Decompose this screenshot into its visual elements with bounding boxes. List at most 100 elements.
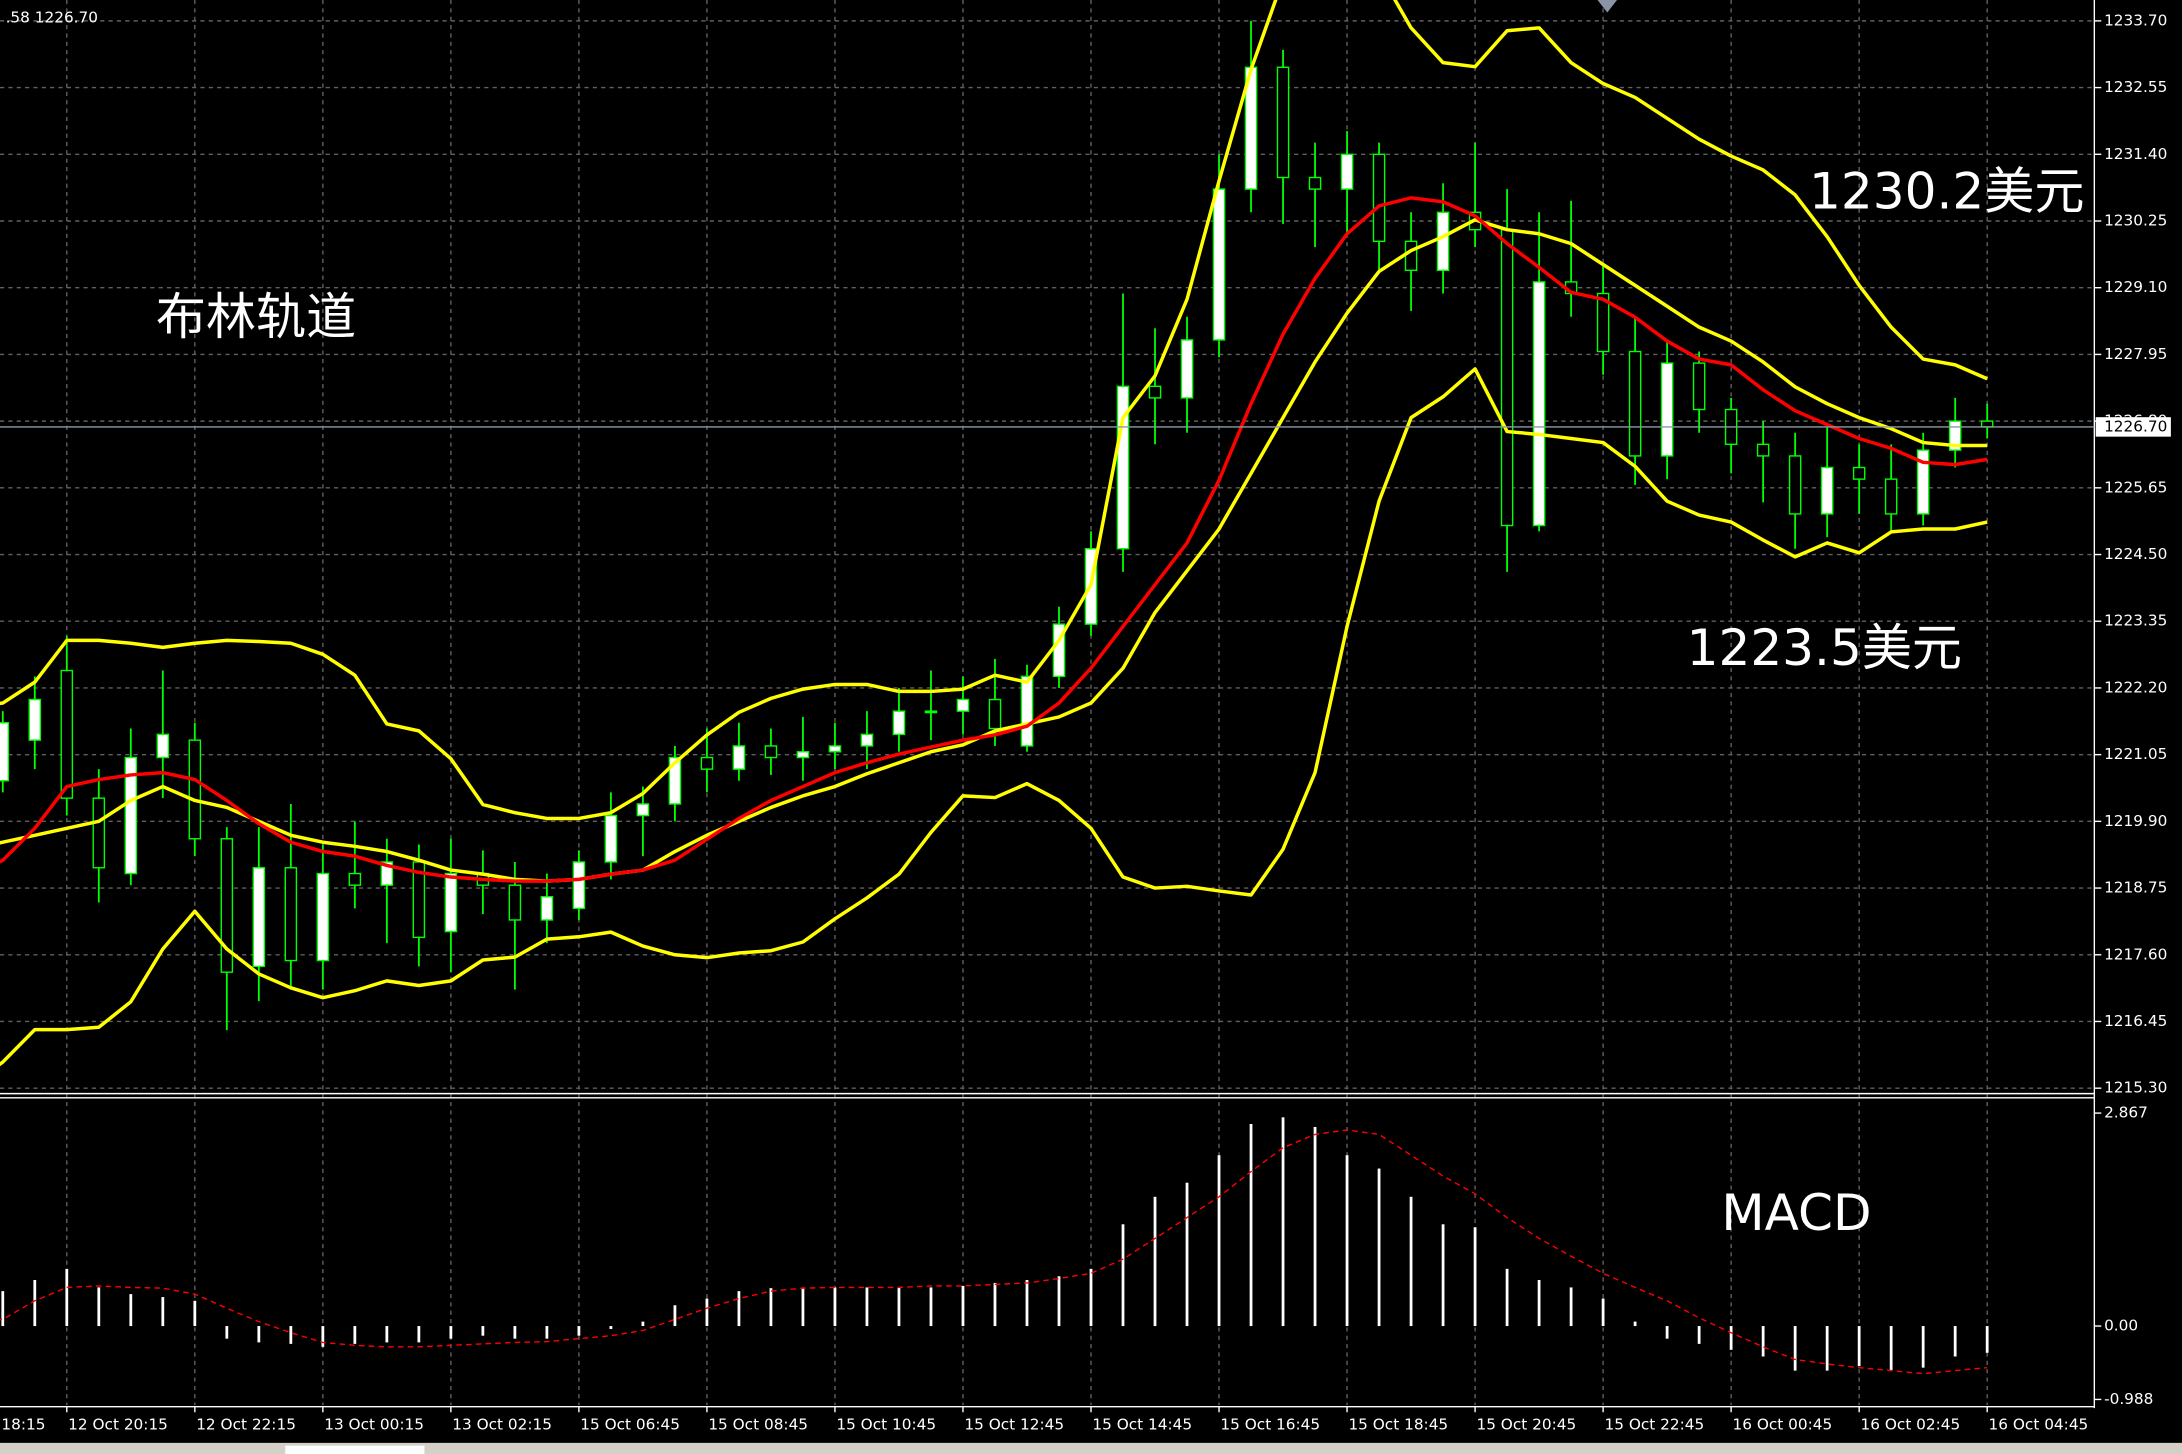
candle-body — [1756, 443, 1770, 457]
macd-bar — [1473, 1227, 1477, 1327]
candle-body — [0, 722, 10, 782]
macd-bar — [545, 1326, 549, 1339]
macd-bar — [1025, 1279, 1029, 1327]
x-tick-label: 13 Oct 00:15 — [324, 1415, 424, 1433]
band-line — [0, 0, 1988, 821]
macd-bar — [1089, 1268, 1093, 1327]
macd-bar — [641, 1321, 645, 1327]
x-tick-label: 15 Oct 20:45 — [1476, 1415, 1576, 1433]
macd-bar — [833, 1287, 837, 1327]
candle-body — [1180, 339, 1194, 399]
macd-title: MACD — [1721, 1184, 1871, 1242]
candle-body — [124, 756, 138, 875]
macd-bar — [993, 1282, 997, 1327]
price-pane — [0, 0, 1994, 1067]
macd-bar — [481, 1326, 485, 1336]
info-text: .58 1226.70 — [6, 9, 98, 27]
macd-bar — [225, 1326, 229, 1339]
macd-bar — [1185, 1182, 1189, 1327]
candle-body — [764, 745, 778, 759]
annotation: 1230.2美元 — [1809, 163, 2084, 221]
macd-bar — [193, 1300, 197, 1327]
macd-bar — [353, 1326, 357, 1344]
candle-body — [380, 861, 394, 886]
y-tick-label: 1225.65 — [2104, 478, 2167, 496]
candle-body — [1660, 362, 1674, 457]
macd-bar — [161, 1297, 165, 1327]
macd-bar — [1057, 1276, 1061, 1327]
macd-bar — [609, 1326, 613, 1330]
candle-body — [700, 756, 714, 770]
candle-body — [1340, 153, 1354, 190]
candle-body — [892, 710, 906, 736]
macd-bar — [321, 1326, 325, 1347]
macd-bar — [33, 1279, 37, 1327]
macd-bar — [1153, 1196, 1157, 1327]
candle-body — [636, 803, 650, 817]
macd-pane — [0, 1117, 1989, 1375]
candle-body — [540, 896, 554, 921]
x-tick-label: 12 Oct 20:15 — [68, 1415, 168, 1433]
candle-body — [156, 733, 170, 759]
band-line — [0, 196, 1988, 883]
macd-bar — [1, 1291, 5, 1327]
candle-body — [572, 861, 586, 910]
candle-body — [508, 884, 522, 921]
candle-body — [444, 872, 458, 933]
macd-bar — [1537, 1279, 1541, 1327]
candle-body — [924, 710, 938, 714]
candle-body — [1692, 362, 1706, 411]
band-line — [0, 218, 1988, 883]
candle-body — [1916, 449, 1930, 515]
candle-body — [1980, 420, 1994, 428]
candle-body — [1308, 176, 1322, 190]
candle-body — [604, 814, 618, 863]
macd-bar — [897, 1287, 901, 1327]
macd-bar — [673, 1305, 677, 1327]
candle-body — [1020, 675, 1034, 747]
x-tick-label: 15 Oct 22:45 — [1604, 1415, 1704, 1433]
scroll-tab — [285, 1445, 425, 1454]
candle-body — [828, 745, 842, 753]
x-tick-label: 18:15 — [1, 1415, 45, 1433]
y-tick-label: 1231.40 — [2104, 145, 2167, 163]
candle-body — [1372, 153, 1386, 242]
x-tick-label: 13 Oct 02:15 — [452, 1415, 552, 1433]
x-tick-label: 16 Oct 02:45 — [1861, 1415, 1961, 1433]
candle-body — [1948, 420, 1962, 451]
annotation: 1223.5美元 — [1687, 619, 1962, 677]
macd-bar — [737, 1291, 741, 1327]
price-label-bg — [2095, 417, 2171, 437]
macd-bar — [289, 1326, 293, 1344]
macd-bar — [449, 1326, 453, 1339]
macd-bar — [1729, 1326, 1733, 1350]
candle-body — [1628, 350, 1642, 457]
x-tick-label: 15 Oct 12:45 — [964, 1415, 1064, 1433]
candle-body — [1148, 385, 1162, 399]
y-tick-label: 1215.30 — [2104, 1079, 2167, 1097]
macd-bar — [1825, 1326, 1829, 1371]
candle-body — [220, 838, 234, 973]
shift-marker — [1597, 0, 1618, 13]
candle-body — [1276, 66, 1290, 179]
y-tick-label: -0.988 — [2104, 1390, 2153, 1408]
annotation: 布林轨道 — [156, 288, 356, 346]
macd-bar — [769, 1288, 773, 1327]
macd-bar — [1313, 1126, 1317, 1327]
y-tick-label: 1221.05 — [2104, 745, 2167, 763]
macd-bar — [257, 1326, 261, 1343]
y-tick-label: 1227.95 — [2104, 345, 2167, 363]
macd-bar — [1793, 1326, 1797, 1371]
macd-bar — [1985, 1326, 1989, 1353]
macd-bar — [961, 1285, 965, 1327]
macd-bar — [129, 1294, 133, 1327]
macd-bar — [1569, 1287, 1573, 1327]
macd-bar — [1505, 1268, 1509, 1327]
macd-bar — [577, 1326, 581, 1336]
y-tick-label: 1222.20 — [2104, 678, 2167, 696]
y-tick-label: 1218.75 — [2104, 879, 2167, 897]
candle-body — [1532, 281, 1546, 527]
